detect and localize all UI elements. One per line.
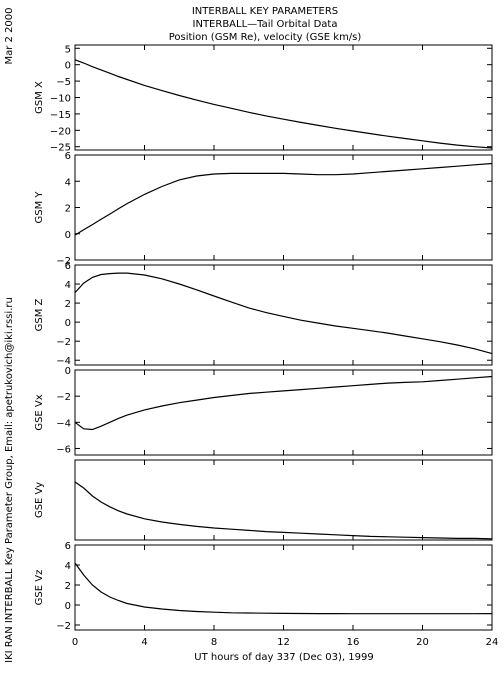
y-tick-label: 2: [65, 299, 71, 310]
y-tick-label: −4: [56, 356, 71, 367]
y-tick-label: 0: [65, 318, 71, 329]
x-tick-label: 4: [141, 637, 147, 648]
y-tick-label: 6: [65, 541, 71, 552]
y-tick-label: −6: [56, 444, 71, 455]
panel-6: 6 4 2 0 −2 GSE Vz: [34, 541, 493, 632]
y-tick-label: 0: [65, 366, 71, 377]
x-tick-label: 8: [211, 637, 217, 648]
side-credit-label: IKI RAN INTERBALL Key Parameter Group, E…: [4, 297, 15, 663]
y-axis-label: GSE Vx: [34, 394, 45, 430]
y-tick-label: −2: [56, 256, 71, 267]
series-line-gsm-z: [74, 272, 493, 355]
y-axis-label: GSM Z: [34, 298, 45, 331]
y-tick-label: −2: [56, 337, 71, 348]
panel-5: GSE Vy: [34, 459, 493, 541]
panel-1: 5 0 −5 −10 −15 −20 −25 GSM X: [34, 44, 493, 154]
x-tick-label: 24: [486, 637, 499, 648]
side-date-label: Mar 2 2000: [4, 7, 15, 64]
y-tick-label: 6: [65, 151, 71, 162]
x-tick-label: 20: [416, 637, 429, 648]
header-line-2: INTERBALL—Tail Orbital Data: [193, 19, 338, 30]
series-line-gse-vy: [74, 481, 493, 540]
y-axis-label: GSE Vz: [34, 570, 45, 606]
y-tick-label: −15: [50, 110, 71, 121]
panel-frame: [74, 264, 493, 366]
y-tick-label: 2: [65, 204, 71, 215]
y-tick-label: 6: [65, 261, 71, 272]
series-line-gse-vz: [74, 562, 493, 615]
x-tick-label: 0: [72, 637, 78, 648]
panel-frame: [74, 44, 493, 151]
series-line-gsm-x: [74, 59, 493, 149]
y-tick-label: −2: [56, 621, 71, 632]
series-line-gse-vx: [74, 375, 493, 431]
series-line-gsm-y: [74, 162, 493, 236]
panel-2: 6 4 2 0 −2 GSM Y: [34, 151, 493, 267]
panel-3: 6 4 2 0 −2 −4 GSM Z: [34, 261, 493, 367]
y-tick-label: 4: [65, 280, 71, 291]
panel-frame: [74, 154, 493, 261]
y-tick-label: 4: [65, 177, 71, 188]
y-axis-label: GSM Y: [34, 191, 45, 224]
chart-header: INTERBALL KEY PARAMETERS INTERBALL—Tail …: [169, 6, 362, 43]
header-line-3: Position (GSM Re), velocity (GSE km/s): [169, 32, 362, 43]
x-tick-label: 16: [347, 637, 360, 648]
y-tick-label: −20: [50, 126, 71, 137]
y-tick-label: −25: [50, 143, 71, 154]
y-tick-label: 0: [65, 601, 71, 612]
x-axis-label: UT hours of day 337 (Dec 03), 1999: [194, 652, 373, 663]
y-tick-label: −4: [56, 418, 71, 429]
y-tick-label: 0: [65, 61, 71, 72]
y-axis-label: GSE Vy: [34, 482, 45, 518]
y-tick-label: 0: [65, 230, 71, 241]
y-tick-label: 5: [65, 44, 71, 55]
y-tick-label: −5: [56, 77, 71, 88]
y-tick-label: −2: [56, 392, 71, 403]
y-tick-label: 4: [65, 561, 71, 572]
y-tick-label: −10: [50, 94, 71, 105]
header-line-1: INTERBALL KEY PARAMETERS: [192, 6, 338, 17]
x-tick-label: 12: [277, 637, 290, 648]
y-axis-label: GSM X: [34, 81, 45, 114]
y-tick-label: 2: [65, 581, 71, 592]
panel-frame: [74, 544, 493, 631]
panel-4: 0 −2 −4 −6 GSE Vx: [34, 366, 493, 456]
panel-frame: [74, 459, 493, 541]
